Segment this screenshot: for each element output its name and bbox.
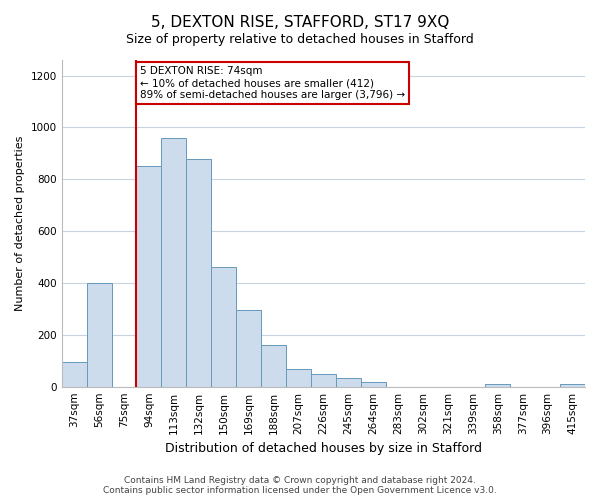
Bar [261,345,286,387]
Text: Size of property relative to detached houses in Stafford: Size of property relative to detached ho… [126,32,474,46]
Bar [485,384,510,386]
Bar [311,374,336,386]
Bar [560,384,585,386]
Y-axis label: Number of detached properties: Number of detached properties [15,136,25,311]
Bar [62,362,86,386]
Bar [161,138,186,386]
Bar [336,378,361,386]
Bar [286,368,311,386]
Text: 5 DEXTON RISE: 74sqm
← 10% of detached houses are smaller (412)
89% of semi-deta: 5 DEXTON RISE: 74sqm ← 10% of detached h… [140,66,405,100]
Bar [211,268,236,386]
Bar [86,283,112,387]
Text: 5, DEXTON RISE, STAFFORD, ST17 9XQ: 5, DEXTON RISE, STAFFORD, ST17 9XQ [151,15,449,30]
X-axis label: Distribution of detached houses by size in Stafford: Distribution of detached houses by size … [165,442,482,455]
Text: Contains HM Land Registry data © Crown copyright and database right 2024.
Contai: Contains HM Land Registry data © Crown c… [103,476,497,495]
Bar [236,310,261,386]
Bar [361,382,386,386]
Bar [186,158,211,386]
Bar [136,166,161,386]
